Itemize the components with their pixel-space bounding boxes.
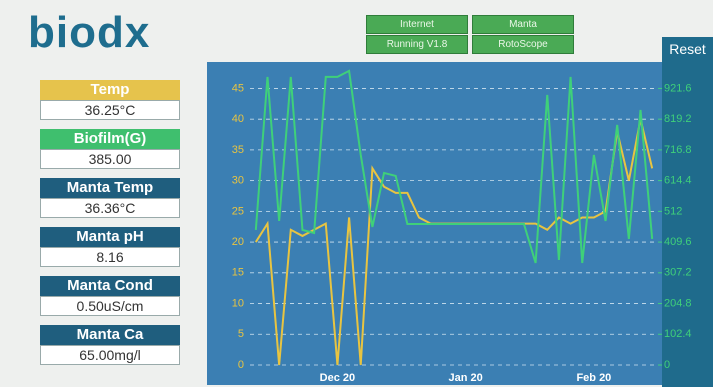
y-tick-label: 15 xyxy=(232,267,244,279)
y2-tick-label: 102.4 xyxy=(664,328,692,340)
y2-tick-label: 716.8 xyxy=(664,144,692,156)
y2-tick-label: 614.4 xyxy=(664,175,692,187)
y2-tick-label: 512 xyxy=(664,205,682,217)
y-tick-label: 10 xyxy=(232,297,244,309)
y2-tick-label: 307.2 xyxy=(664,267,692,279)
y-tick-label: 35 xyxy=(232,144,244,156)
y-tick-label: 5 xyxy=(238,328,244,340)
y-tick-label: 40 xyxy=(232,113,244,125)
y2-tick-label: 921.6 xyxy=(664,82,692,94)
y-tick-label: 25 xyxy=(232,205,244,217)
y2-tick-label: 0 xyxy=(664,359,670,371)
screen: biodx Internet Manta Running V1.8 RotoSc… xyxy=(0,0,713,387)
y-tick-label: 0 xyxy=(238,359,244,371)
x-tick-label: Jan 20 xyxy=(449,372,483,384)
x-tick-label: Dec 20 xyxy=(320,372,355,384)
y-tick-label: 20 xyxy=(232,236,244,248)
y2-tick-label: 204.8 xyxy=(664,297,692,309)
x-tick-label: Feb 20 xyxy=(576,372,611,384)
chart: 0 5 10 15 20 25 30 35 40 45 0 102.4 204.8 307.2 409.6 5… xyxy=(0,0,713,387)
y-tick-label: 45 xyxy=(232,82,244,94)
y-tick-label: 30 xyxy=(232,175,244,187)
y2-tick-label: 819.2 xyxy=(664,113,692,125)
y2-tick-label: 409.6 xyxy=(664,236,692,248)
